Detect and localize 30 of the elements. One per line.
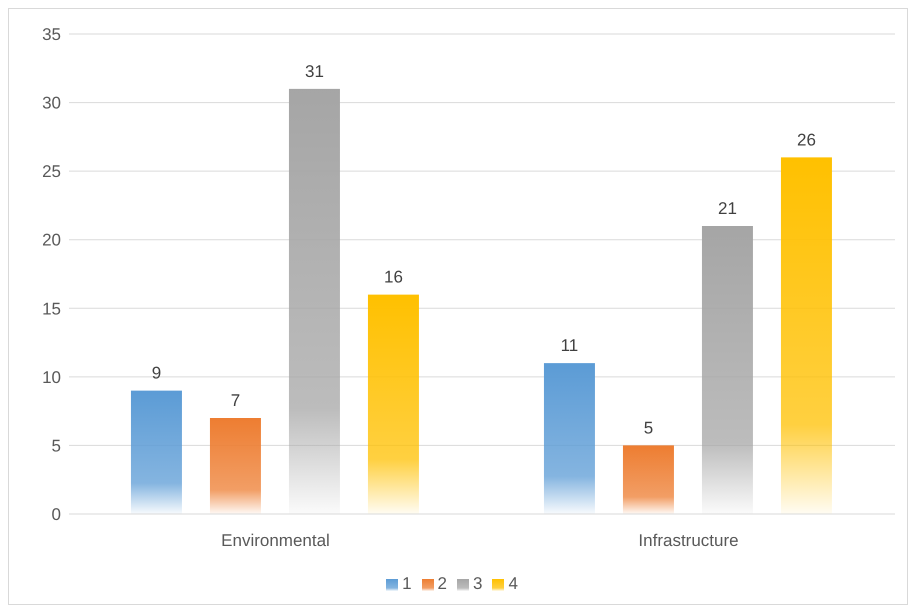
y-tick-label: 0 <box>52 505 61 524</box>
data-label: 7 <box>230 391 240 410</box>
bar <box>210 418 261 514</box>
x-tick-label: Environmental <box>221 531 330 550</box>
data-label: 11 <box>560 336 578 356</box>
bar <box>780 157 832 514</box>
data-label: 21 <box>718 199 737 218</box>
bar <box>544 363 595 514</box>
data-label: 9 <box>152 364 162 383</box>
legend-label: 1 <box>402 574 412 593</box>
legend-label: 2 <box>438 574 447 593</box>
y-tick-label: 15 <box>42 299 61 318</box>
bar <box>288 88 340 514</box>
y-tick-label: 30 <box>42 94 61 113</box>
bar <box>368 294 419 514</box>
bar <box>130 390 182 514</box>
data-label: 16 <box>384 268 403 287</box>
y-tick-label: 20 <box>42 230 61 250</box>
bar <box>702 226 753 514</box>
legend-label: 3 <box>473 574 482 593</box>
legend-label: 4 <box>508 574 518 593</box>
y-tick-label: 35 <box>42 25 61 44</box>
y-tick-label: 10 <box>42 368 61 387</box>
data-label: 5 <box>644 418 654 438</box>
data-label: 26 <box>796 130 816 150</box>
x-tick-label: Infrastructure <box>638 531 739 550</box>
bar <box>622 445 674 514</box>
y-tick-label: 5 <box>52 436 61 456</box>
y-tick-label: 25 <box>42 162 61 182</box>
data-label: 31 <box>304 62 324 81</box>
